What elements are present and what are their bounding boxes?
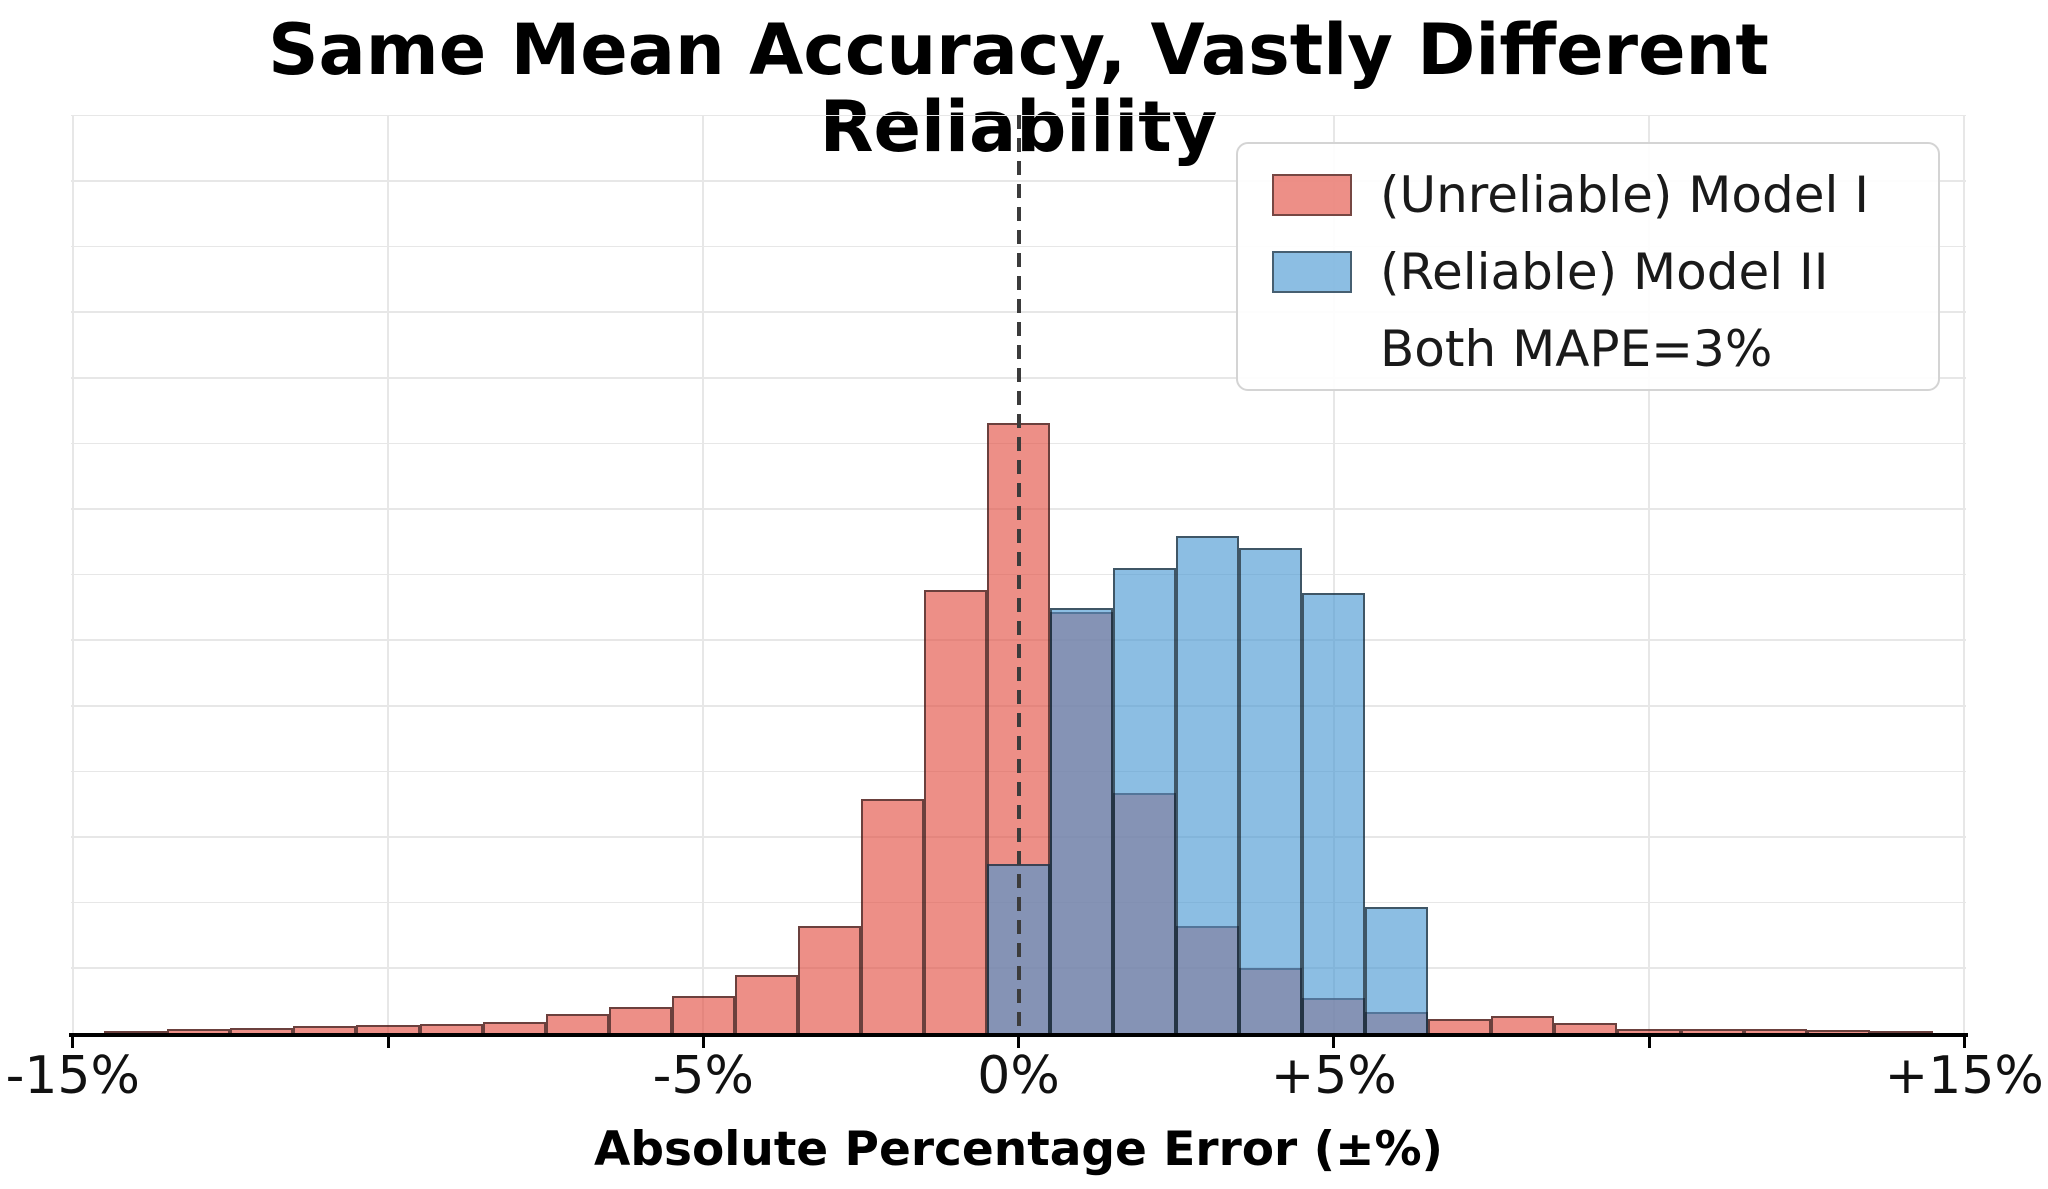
histogram-bar-model2-bin5 <box>1302 593 1366 1034</box>
histogram-bar-model1-bin8 <box>1491 1016 1555 1034</box>
histogram-bar-model1-bin-5 <box>671 996 735 1034</box>
v-gridline <box>71 115 74 1033</box>
x-tick-0 <box>1017 1037 1020 1048</box>
x-tick--15 <box>71 1037 75 1048</box>
x-tick--5 <box>701 1037 705 1048</box>
histogram-bar-model1-bin-11 <box>293 1026 357 1034</box>
legend-row: (Reliable) Model II <box>1272 233 1938 310</box>
legend-label: (Reliable) Model II <box>1380 242 1829 301</box>
x-tick--10 <box>386 1037 390 1048</box>
histogram-bar-model1-bin9 <box>1554 1022 1618 1034</box>
x-tick-5 <box>1332 1037 1336 1048</box>
histogram-bar-model1-bin7 <box>1428 1018 1492 1034</box>
histogram-bar-model2-bin4 <box>1239 547 1303 1034</box>
histogram-bar-model1-bin-2 <box>860 799 924 1034</box>
legend-row: (Unreliable) Model I <box>1272 156 1938 233</box>
v-gridline <box>702 115 705 1033</box>
v-gridline <box>387 115 389 1033</box>
legend-label: (Unreliable) Model I <box>1380 165 1869 224</box>
zero-dashed-line <box>1016 115 1021 1033</box>
histogram-bar-model1-bin13 <box>1806 1030 1870 1034</box>
histogram-bar-model1-bin12 <box>1743 1029 1807 1034</box>
histogram-bar-model2-bin3 <box>1176 536 1240 1034</box>
x-axis-title: Absolute Percentage Error (±%) <box>593 1122 1444 1177</box>
legend-label: Both MAPE=3% <box>1380 319 1773 378</box>
histogram-bar-model1-bin-4 <box>734 975 798 1034</box>
histogram-bar-model2-bin6 <box>1365 906 1429 1034</box>
legend-row: Both MAPE=3% <box>1272 310 1938 387</box>
legend-swatch-blue <box>1272 250 1352 293</box>
v-gridline <box>1963 115 1966 1033</box>
x-tick-label-5: +5% <box>1270 1046 1397 1106</box>
histogram-bar-model1-bin-8 <box>482 1022 546 1034</box>
x-tick-15 <box>1962 1037 1966 1048</box>
x-axis-spine <box>69 1033 1968 1037</box>
histogram-bar-model2-bin1 <box>1050 608 1114 1034</box>
histogram-bar-model1-bin-7 <box>545 1014 609 1034</box>
histogram-bar-model1-bin-1 <box>923 589 987 1034</box>
histogram-bar-model2-bin2 <box>1113 568 1177 1034</box>
histogram-bar-model1-bin-14 <box>104 1030 168 1034</box>
x-tick-10 <box>1647 1037 1651 1048</box>
histogram-bar-model1-bin-9 <box>419 1024 483 1034</box>
legend-swatch-red <box>1272 173 1352 216</box>
legend: (Unreliable) Model I (Reliable) Model II B… <box>1236 142 1940 391</box>
x-tick-label--5: -5% <box>652 1046 754 1106</box>
v-gridline <box>1648 115 1650 1033</box>
histogram-bar-model1-bin10 <box>1617 1028 1681 1034</box>
histogram-bar-model1-bin-12 <box>230 1028 294 1034</box>
histogram-bar-model1-bin-6 <box>608 1007 672 1034</box>
histogram-bar-model1-bin-13 <box>167 1028 231 1034</box>
histogram-bar-model1-bin11 <box>1680 1028 1744 1034</box>
histogram-bar-model1-bin-10 <box>356 1024 420 1034</box>
x-tick-label-0: 0% <box>977 1046 1060 1106</box>
v-gridline <box>1332 115 1335 1033</box>
x-tick-label-15: +15% <box>1884 1046 2044 1106</box>
x-tick-label--15: -15% <box>5 1046 140 1106</box>
histogram-bar-model1-bin14 <box>1869 1030 1933 1034</box>
histogram-bar-model1-bin-3 <box>797 925 861 1034</box>
